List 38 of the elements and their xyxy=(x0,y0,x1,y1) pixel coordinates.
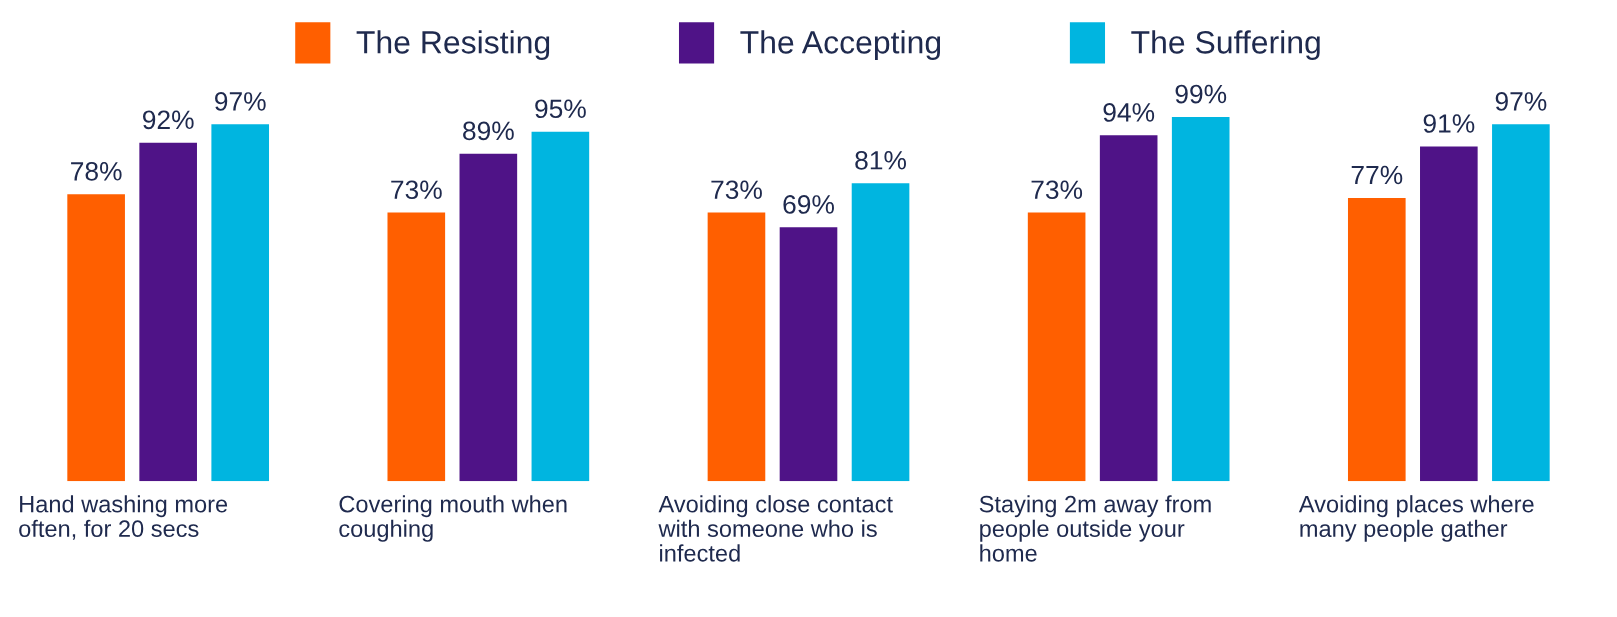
bar xyxy=(851,183,910,482)
data-label: 97% xyxy=(1495,92,1547,111)
data-label: 95% xyxy=(535,99,586,119)
legend-label: The Resisting xyxy=(356,30,550,60)
data-label: 73% xyxy=(711,180,762,200)
bar xyxy=(779,227,838,482)
x-tick-label: Staying 2m away from people outside your home xyxy=(979,495,1211,562)
data-label: 91% xyxy=(1423,114,1475,133)
data-label: 81% xyxy=(855,150,907,170)
bar xyxy=(1347,197,1406,482)
bar xyxy=(707,212,766,482)
data-label: 94% xyxy=(1103,103,1155,122)
data-label: 69% xyxy=(783,195,834,214)
bar xyxy=(1171,116,1230,482)
bar xyxy=(1099,135,1158,482)
x-tick-label: Hand washing more often, for 20 secs xyxy=(19,495,228,540)
data-label: 89% xyxy=(463,121,514,141)
bar xyxy=(67,194,125,482)
data-label: 73% xyxy=(391,180,442,200)
bar xyxy=(1027,212,1086,482)
legend-label: The Suffering xyxy=(1131,30,1320,60)
bar xyxy=(387,212,446,482)
bar xyxy=(459,153,518,482)
x-tick-label: Covering mouth when coughing xyxy=(339,495,567,542)
data-label: 92% xyxy=(143,110,194,130)
bar xyxy=(1492,124,1550,482)
legend-label: The Accepting xyxy=(740,30,941,60)
data-label: 73% xyxy=(1031,180,1083,200)
x-tick-label: Avoiding close contact with someone who is infected xyxy=(658,495,893,562)
bar xyxy=(139,142,197,482)
bar xyxy=(1420,146,1478,482)
x-tick-label: Avoiding places where many people gather xyxy=(1298,495,1534,542)
bar xyxy=(211,124,270,482)
data-label: 99% xyxy=(1175,84,1227,104)
data-label: 78% xyxy=(71,161,122,181)
bar xyxy=(531,131,590,482)
data-label: 97% xyxy=(215,92,266,111)
data-label: 77% xyxy=(1351,165,1403,185)
